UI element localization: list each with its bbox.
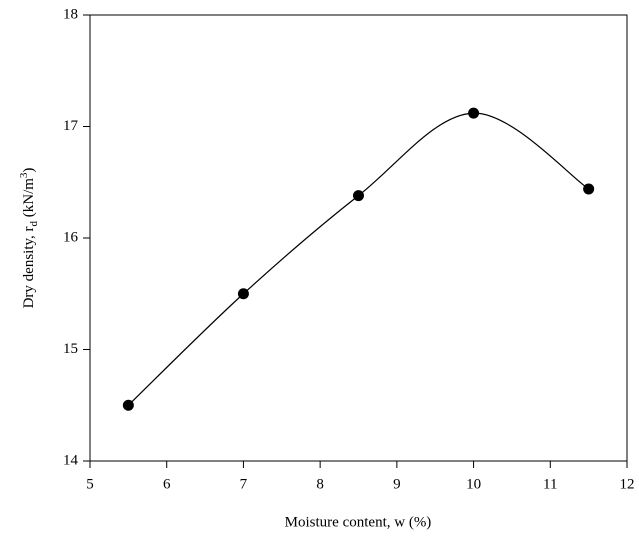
y-tick-label: 17 <box>63 118 79 134</box>
y-tick-label: 18 <box>63 6 78 22</box>
y-axis-label: Dry density, rd (kN/m3) <box>18 168 40 309</box>
data-point <box>583 183 595 195</box>
plot-frame <box>89 14 628 462</box>
x-tick-label: 12 <box>620 476 635 492</box>
y-tick-label: 16 <box>63 229 79 245</box>
data-point <box>237 288 249 300</box>
x-tick-label: 7 <box>240 476 248 492</box>
x-tick-label: 8 <box>316 476 324 492</box>
x-tick-label: 11 <box>543 476 557 492</box>
y-tick-label: 14 <box>63 452 79 468</box>
x-tick-label: 6 <box>163 476 171 492</box>
x-tick-label: 9 <box>393 476 401 492</box>
x-tick-label: 5 <box>86 476 94 492</box>
data-point <box>122 399 134 411</box>
fit-curve <box>127 112 589 406</box>
data-point <box>353 190 364 202</box>
x-axis-label: Moisture content, w (%) <box>285 514 432 530</box>
data-point <box>468 107 480 119</box>
y-tick-label: 15 <box>63 341 78 357</box>
x-tick-label: 10 <box>466 476 481 492</box>
